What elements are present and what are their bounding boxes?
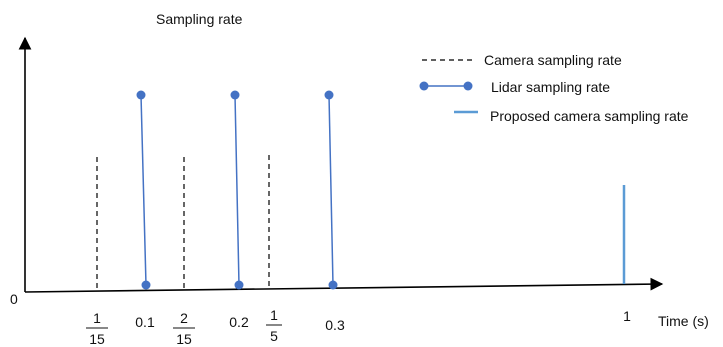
svg-text:1: 1 bbox=[270, 307, 278, 323]
legend-item-lidar: Lidar sampling rate bbox=[419, 79, 610, 95]
svg-text:5: 5 bbox=[270, 328, 278, 344]
svg-text:15: 15 bbox=[89, 331, 105, 347]
svg-text:Lidar sampling rate: Lidar sampling rate bbox=[491, 79, 610, 95]
tick-label-2-15: 2 15 bbox=[173, 310, 195, 347]
svg-text:1: 1 bbox=[93, 310, 101, 326]
svg-text:Camera sampling rate: Camera sampling rate bbox=[484, 52, 622, 68]
tick-label-1: 1 bbox=[623, 308, 631, 324]
tick-label-0-1: 0.1 bbox=[135, 314, 155, 330]
lidar-sample-0-1 bbox=[136, 90, 151, 290]
lidar-sample-0-3 bbox=[324, 90, 338, 290]
diagram-title: Sampling rate bbox=[156, 11, 243, 27]
legend: Camera sampling rate Lidar sampling rate… bbox=[419, 52, 689, 124]
lidar-sample-0-2 bbox=[230, 90, 244, 290]
tick-label-0-2: 0.2 bbox=[229, 314, 249, 330]
svg-text:2: 2 bbox=[180, 310, 188, 326]
origin-label: 0 bbox=[10, 291, 18, 307]
x-axis bbox=[24, 277, 664, 293]
tick-label-1-15: 1 15 bbox=[86, 310, 108, 347]
legend-item-proposed: Proposed camera sampling rate bbox=[454, 108, 689, 124]
x-axis-label: Time (s) bbox=[658, 313, 709, 329]
svg-text:Proposed camera sampling rate: Proposed camera sampling rate bbox=[490, 108, 689, 124]
tick-label-0-3: 0.3 bbox=[325, 317, 345, 333]
tick-label-1-5: 1 5 bbox=[266, 307, 282, 344]
legend-item-camera: Camera sampling rate bbox=[422, 52, 622, 68]
svg-text:15: 15 bbox=[176, 331, 192, 347]
